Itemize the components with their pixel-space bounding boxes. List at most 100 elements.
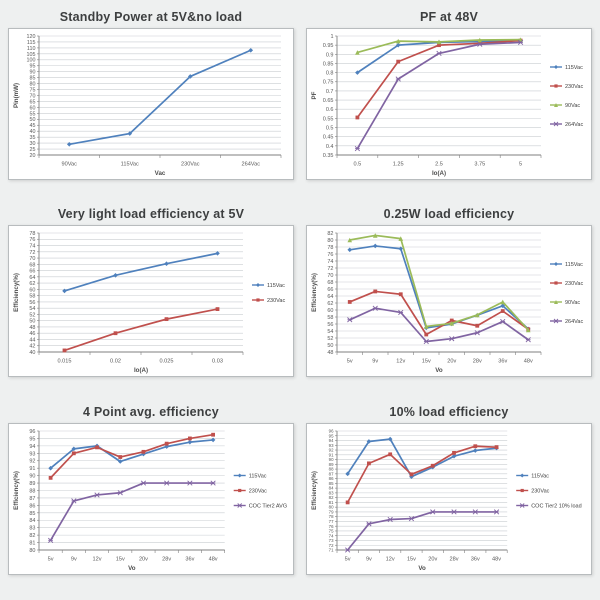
svg-text:82: 82 (29, 533, 35, 539)
svg-text:85: 85 (29, 510, 35, 516)
svg-text:81: 81 (329, 500, 334, 505)
10pct-load-efficiency-chart: 7172737475767778798081828384858687888990… (311, 428, 582, 572)
svg-text:Pin(mW): Pin(mW) (13, 83, 20, 108)
svg-text:66: 66 (327, 287, 333, 293)
svg-text:28v: 28v (473, 359, 482, 365)
chart-box-4point-avg: 80 81 82 83 84 85 86 87 88 89 90 91 92 93 94 95 96 5v 9v 12… (8, 422, 294, 575)
svg-text:36v: 36v (185, 556, 194, 562)
svg-text:73: 73 (329, 538, 334, 543)
svg-text:230Vac: 230Vac (531, 488, 549, 494)
svg-text:1: 1 (330, 34, 333, 40)
svg-text:30: 30 (30, 141, 36, 147)
svg-text:74: 74 (29, 244, 35, 250)
svg-text:50: 50 (29, 319, 35, 325)
svg-text:25: 25 (30, 147, 36, 153)
svg-text:90: 90 (329, 457, 334, 462)
svg-text:78: 78 (329, 514, 334, 519)
svg-text:48v: 48v (492, 556, 501, 562)
svg-text:35: 35 (30, 135, 36, 141)
svg-text:Vo: Vo (418, 565, 426, 572)
svg-text:0.45: 0.45 (323, 135, 334, 141)
svg-text:90Vac: 90Vac (62, 162, 78, 168)
svg-text:75: 75 (329, 528, 334, 533)
svg-text:89: 89 (29, 481, 35, 487)
svg-text:PF: PF (311, 91, 318, 99)
svg-text:68: 68 (327, 280, 333, 286)
svg-text:0.8: 0.8 (326, 71, 334, 77)
svg-text:80: 80 (329, 504, 334, 509)
svg-text:72: 72 (329, 542, 334, 547)
svg-text:93: 93 (29, 451, 35, 457)
svg-text:20v: 20v (447, 359, 456, 365)
svg-text:92: 92 (329, 447, 334, 452)
svg-text:90Vac: 90Vac (565, 300, 580, 306)
pf-48v-chart: 0.350.40.450.50.550.60.650.70.750.80.850… (311, 34, 583, 177)
svg-text:115Vac: 115Vac (565, 262, 583, 268)
chart-box-10pct-load: 71 72 73 74 75 76 77 78 79 80 81 82 83 84 85 86 87 88 89 90… (306, 422, 592, 575)
svg-text:58: 58 (327, 315, 333, 321)
svg-text:0.55: 0.55 (323, 116, 334, 122)
svg-text:54: 54 (327, 329, 333, 335)
svg-text:12v: 12v (396, 359, 405, 365)
svg-text:0.4: 0.4 (326, 144, 334, 150)
svg-text:Efficiency(%): Efficiency(%) (311, 471, 318, 510)
svg-text:50: 50 (327, 343, 333, 349)
svg-text:88: 88 (329, 466, 334, 471)
svg-text:77: 77 (329, 519, 334, 524)
svg-text:3.75: 3.75 (474, 162, 485, 168)
svg-text:78: 78 (29, 231, 35, 237)
svg-text:264Vac: 264Vac (565, 122, 583, 128)
svg-text:100: 100 (27, 58, 36, 64)
svg-text:70: 70 (29, 256, 35, 262)
svg-text:90: 90 (30, 70, 36, 76)
chart-title-4point-avg: 4 Point avg. efficiency (83, 404, 219, 419)
svg-text:1.25: 1.25 (393, 162, 404, 168)
svg-text:20v: 20v (139, 556, 148, 562)
svg-text:COC Tier2 10% load: COC Tier2 10% load (531, 503, 581, 509)
svg-text:15v: 15v (422, 359, 431, 365)
svg-text:115Vac: 115Vac (531, 473, 549, 479)
svg-text:56: 56 (29, 300, 35, 306)
chart-title-10pct-load: 10% load efficiency (389, 404, 509, 419)
svg-text:36v: 36v (498, 359, 507, 365)
svg-text:85: 85 (329, 481, 334, 486)
svg-text:86: 86 (29, 503, 35, 509)
svg-text:48v: 48v (209, 556, 218, 562)
svg-text:115Vac: 115Vac (565, 65, 583, 71)
svg-text:2.5: 2.5 (435, 162, 443, 168)
chart-title-standby-power: Standby Power at 5V&no load (59, 10, 243, 24)
svg-text:Vo: Vo (128, 565, 136, 572)
svg-text:40: 40 (29, 350, 35, 356)
svg-text:94: 94 (329, 438, 334, 443)
svg-text:62: 62 (29, 281, 35, 287)
svg-text:42: 42 (29, 344, 35, 350)
svg-text:230Vac: 230Vac (267, 298, 285, 304)
svg-text:230Vac: 230Vac (181, 162, 200, 168)
svg-text:264Vac: 264Vac (241, 162, 260, 168)
very-light-load-efficiency-chart: 4042444648505254565860626466687072747678… (13, 231, 285, 374)
svg-text:68: 68 (29, 263, 35, 269)
svg-text:84: 84 (29, 518, 35, 524)
svg-text:Efficiency(%): Efficiency(%) (311, 273, 318, 312)
svg-text:76: 76 (29, 238, 35, 244)
svg-text:Efficiency(%): Efficiency(%) (13, 471, 20, 510)
svg-text:0.7: 0.7 (326, 89, 334, 95)
chart-canvas: 0.350.40.450.50.550.60.650.70.750.80.850… (311, 34, 542, 177)
svg-text:12v: 12v (93, 556, 102, 562)
svg-text:72: 72 (29, 250, 35, 256)
svg-text:Vo: Vo (435, 367, 443, 374)
svg-text:91: 91 (29, 466, 35, 472)
svg-text:54: 54 (29, 306, 35, 312)
svg-text:9v: 9v (372, 359, 378, 365)
svg-text:Io(A): Io(A) (134, 367, 148, 374)
svg-text:9v: 9v (71, 556, 77, 562)
svg-text:COC Tier2 AVG: COC Tier2 AVG (249, 503, 287, 509)
svg-text:0.6: 0.6 (326, 107, 334, 113)
standby-power-chart: 2025303540455055606570758085909510010511… (13, 34, 282, 177)
svg-text:5v: 5v (347, 359, 353, 365)
svg-text:0.025: 0.025 (160, 359, 174, 365)
svg-text:120: 120 (27, 34, 36, 40)
svg-text:115Vac: 115Vac (267, 283, 285, 289)
